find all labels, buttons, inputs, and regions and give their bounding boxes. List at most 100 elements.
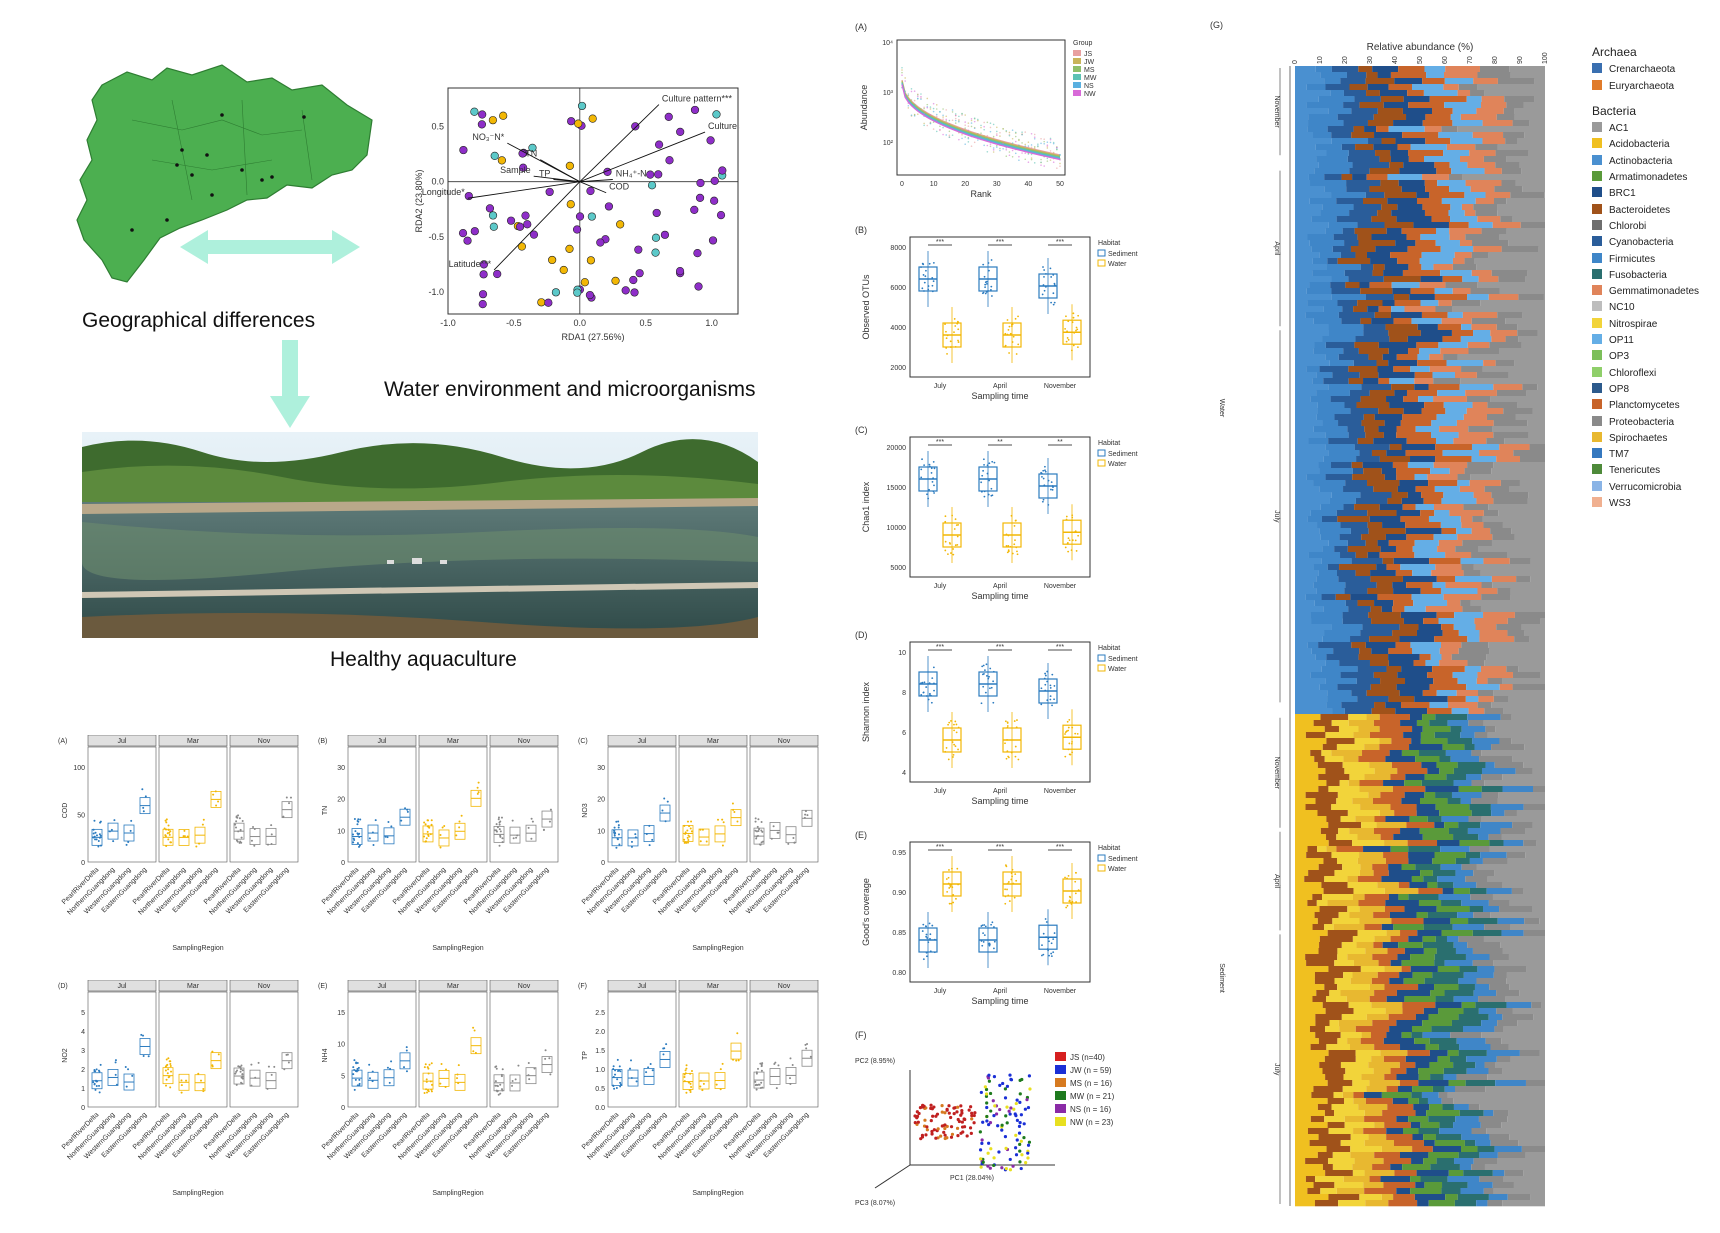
phylum-legend: Archaea Crenarchaeota Euryarchaeota Bacte… [1592, 44, 1717, 512]
jitter-point [992, 680, 995, 683]
jitter-point [94, 831, 97, 834]
stack-segment [1366, 72, 1378, 79]
ytick: 0 [341, 860, 345, 867]
legend-key [1055, 1078, 1066, 1087]
stack-segment [1339, 780, 1349, 787]
stack-segment [1341, 318, 1361, 325]
legend-label: Sediment [1108, 451, 1138, 458]
stack-segment [1367, 522, 1383, 529]
facet-frame [158, 991, 228, 1108]
stack-segment [1487, 732, 1545, 739]
stack-segment [1461, 204, 1474, 211]
jitter-point [953, 743, 956, 746]
jitter-point [238, 1065, 241, 1068]
stack-segment [1391, 282, 1420, 289]
legend-item: Acidobacteria [1592, 137, 1717, 153]
jitter-point [920, 476, 923, 479]
stack-segment [1307, 642, 1319, 649]
stack-segment [1409, 714, 1423, 721]
stack-segment [1325, 228, 1343, 235]
sig-label: *** [936, 644, 944, 651]
jitter-point [721, 844, 724, 847]
stack-segment [1352, 798, 1373, 805]
stack-segment [1457, 474, 1471, 481]
stack-segment [1402, 132, 1439, 139]
series-point [996, 130, 998, 133]
stack-segment [1423, 498, 1442, 505]
pca-point [1026, 1105, 1031, 1110]
stack-segment [1427, 474, 1458, 481]
stack-segment [1493, 1110, 1509, 1117]
stack-segment [1326, 780, 1340, 787]
stack-segment [1359, 780, 1384, 787]
jitter-point [1066, 720, 1069, 723]
facet-label: Mar [707, 983, 720, 990]
stack-segment [1295, 996, 1313, 1003]
stack-segment [1487, 1074, 1545, 1081]
legend-swatch [1592, 480, 1602, 491]
pca-point [1018, 1121, 1022, 1125]
legend-key [1055, 1091, 1066, 1100]
jitter-point [932, 477, 934, 480]
stack-segment [1436, 1134, 1462, 1141]
stack-segment [1451, 792, 1482, 799]
pca-point [986, 1164, 990, 1168]
stack-segment [1347, 1038, 1361, 1045]
stack-segment [1506, 228, 1545, 235]
stack-segment [1435, 444, 1472, 451]
stack-segment [1310, 180, 1347, 187]
legend-swatch [1592, 203, 1602, 214]
stack-segment [1345, 282, 1360, 289]
stack-segment [1295, 360, 1330, 367]
stack-segment [1337, 258, 1371, 265]
stack-segment [1322, 1164, 1333, 1171]
stack-segment [1313, 564, 1328, 571]
stack-segment [1295, 810, 1318, 817]
pca-point [1004, 1114, 1008, 1118]
jitter-point [1073, 531, 1076, 534]
stack-segment [1343, 756, 1359, 763]
series-point [967, 125, 970, 127]
series-point [1059, 165, 1061, 168]
stack-segment [1491, 702, 1545, 709]
stack-segment [1295, 492, 1332, 499]
series-point [1011, 142, 1014, 144]
facet-label: Jul [378, 738, 387, 745]
jitter-point [689, 1089, 692, 1092]
rda-point [574, 119, 583, 128]
stack-segment [1295, 978, 1315, 985]
jitter-point [956, 543, 959, 546]
stack-segment [1317, 810, 1348, 817]
jitter-point [239, 840, 242, 843]
jitter-point [1053, 932, 1056, 934]
pca-point [985, 1101, 989, 1105]
stack-segment [1482, 138, 1506, 145]
jitter-point [956, 867, 959, 870]
stack-segment [1385, 816, 1410, 823]
stack-segment [1420, 510, 1435, 517]
stack-segment [1407, 90, 1424, 97]
ylabel: Observed OTUs [861, 274, 871, 340]
stack-segment [1295, 774, 1319, 781]
ytick: 100 [73, 765, 85, 772]
jitter-point [198, 842, 201, 845]
jitter-point [683, 1073, 686, 1076]
jitter-point [129, 829, 132, 832]
jitter-point [548, 820, 551, 823]
jitter-point [112, 840, 115, 843]
stack-segment [1372, 66, 1399, 73]
series-point [1040, 158, 1042, 161]
jitter-point [701, 828, 704, 831]
stacked-bar-chart: (G)Relative abundance (%)0 10 20 30 40 50 60 70… [1210, 20, 1549, 1207]
stack-segment [1295, 648, 1312, 655]
series-point [964, 114, 966, 116]
stack-segment [1310, 1044, 1327, 1051]
stack-segment [1481, 774, 1503, 781]
stack-segment [1343, 90, 1367, 97]
jitter-point [984, 669, 986, 672]
stack-segment [1295, 1026, 1310, 1033]
jitter-point [927, 288, 930, 291]
series-line [901, 82, 1061, 159]
rda-arrow [540, 159, 581, 183]
stack-segment [1471, 552, 1508, 559]
